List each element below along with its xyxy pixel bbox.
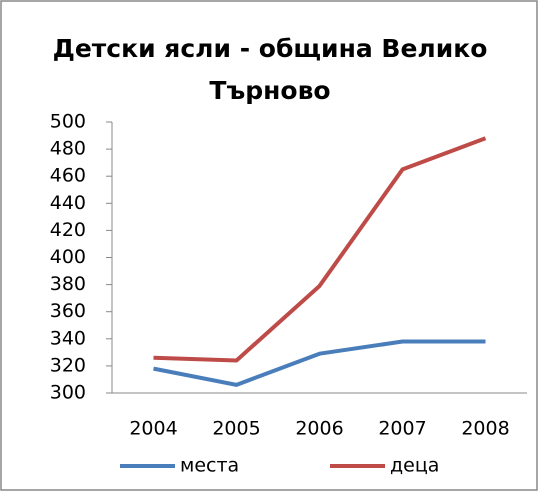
y-tick-label: 300 [50,382,86,404]
y-tick-label: 480 [50,138,86,160]
legend-label: места [180,455,239,477]
y-tick-label: 360 [50,300,86,322]
x-tick-label: 2008 [461,418,509,440]
y-tick-label: 460 [50,165,86,187]
chart-title: Детски ясли - община Велико Търново [52,34,488,105]
y-tick-label: 340 [50,327,86,349]
series-line [153,339,486,387]
x-tick-label: 2006 [295,418,343,440]
y-tick-label: 440 [50,192,86,214]
x-tick-label: 2005 [212,418,260,440]
x-tick-label: 2007 [378,418,426,440]
y-tick-label: 320 [50,354,86,376]
y-tick-label: 420 [50,219,86,241]
y-tick-label: 380 [50,273,86,295]
y-tick-label: 400 [50,246,86,268]
series-line [153,136,487,363]
y-tick-label: 500 [50,111,86,133]
x-tick-label: 2004 [129,418,177,440]
legend-label: деца [390,455,439,477]
